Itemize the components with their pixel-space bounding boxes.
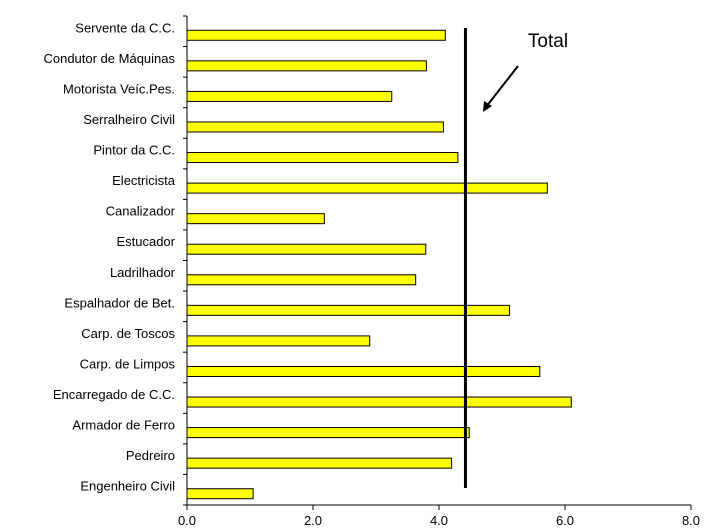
category-label-5: Electricista: [112, 173, 176, 188]
bar-0: [186, 29, 446, 41]
category-label-2: Motorista Veíc.Pes.: [63, 81, 175, 96]
bar-14: [186, 457, 453, 469]
bar-3: [186, 121, 444, 133]
bar-5: [186, 182, 548, 194]
total-reference: Total: [463, 28, 568, 488]
bar-10: [186, 335, 371, 347]
x-tick-label-2: 4.0: [430, 513, 448, 528]
bar-9: [186, 304, 511, 316]
category-labels: Servente da C.C. Condutor de Máquinas Moto…: [43, 20, 175, 493]
bar-11: [186, 365, 541, 377]
bar-15: [186, 488, 254, 500]
category-label-14: Pedreiro: [126, 448, 175, 463]
chart-bars: [186, 29, 572, 500]
bar-8: [186, 274, 417, 286]
category-label-11: Carp. de Limpos: [80, 356, 176, 371]
x-tick-labels: 0.0 2.0 4.0 6.0 8.0: [178, 513, 700, 528]
category-label-3: Serralheiro Civil: [83, 112, 175, 127]
category-label-10: Carp. de Toscos: [81, 326, 175, 341]
x-tick-label-4: 8.0: [682, 513, 700, 528]
bar-13: [186, 427, 470, 439]
category-label-1: Condutor de Máquinas: [43, 51, 175, 66]
category-label-6: Canalizador: [106, 204, 176, 219]
x-tick-label-1: 2.0: [304, 513, 322, 528]
category-label-12: Encarregado de C.C.: [53, 387, 175, 402]
bar-4: [186, 152, 459, 164]
x-tick-label-0: 0.0: [178, 513, 196, 528]
category-label-8: Ladrilhador: [110, 265, 176, 280]
bar-12: [186, 396, 572, 408]
category-label-15: Engenheiro Civil: [80, 479, 175, 494]
category-label-7: Estucador: [116, 234, 175, 249]
bar-2: [186, 90, 393, 102]
bar-6: [186, 213, 325, 225]
category-label-0: Servente da C.C.: [75, 20, 175, 35]
total-label: Total: [528, 31, 568, 52]
category-label-4: Pintor da C.C.: [93, 143, 175, 158]
category-label-13: Armador de Ferro: [72, 418, 175, 433]
bar-1: [186, 60, 427, 72]
category-label-9: Espalhador de Bet.: [64, 295, 175, 310]
total-arrow-head: [483, 101, 492, 112]
total-arrow: [485, 65, 519, 108]
bar-7: [186, 243, 427, 255]
x-tick-label-3: 6.0: [556, 513, 574, 528]
